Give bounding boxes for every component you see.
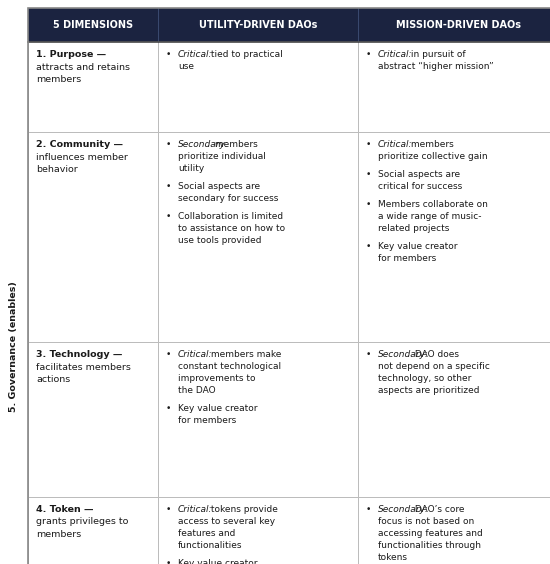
Text: •: •	[366, 350, 371, 359]
Text: functionalities: functionalities	[178, 541, 243, 550]
Text: facilitates members: facilitates members	[36, 363, 131, 372]
Text: 1. Purpose —: 1. Purpose —	[36, 50, 106, 59]
Text: a wide range of music-: a wide range of music-	[378, 212, 481, 221]
Bar	[358, 132, 550, 342]
Bar	[158, 42, 358, 132]
Text: abstract “higher mission”: abstract “higher mission”	[378, 62, 494, 71]
Text: •: •	[166, 350, 172, 359]
Text: Critical:: Critical:	[378, 50, 412, 59]
Text: Key value creator: Key value creator	[378, 242, 458, 251]
Text: 5. Governance (enables): 5. Governance (enables)	[9, 281, 19, 412]
Bar	[28, 42, 158, 132]
Text: members: members	[36, 530, 81, 539]
Text: Critical:: Critical:	[178, 350, 212, 359]
Text: related projects: related projects	[378, 224, 449, 233]
Text: attracts and retains: attracts and retains	[36, 63, 130, 72]
Text: Social aspects are: Social aspects are	[178, 182, 260, 191]
Bar	[28, 497, 158, 564]
Bar	[158, 497, 358, 564]
Text: 5 DIMENSIONS: 5 DIMENSIONS	[53, 20, 133, 30]
Text: features and: features and	[178, 529, 235, 538]
Text: Members collaborate on: Members collaborate on	[378, 200, 488, 209]
Text: •: •	[166, 559, 172, 564]
Bar	[28, 8, 550, 42]
Bar	[358, 342, 550, 497]
Text: •: •	[366, 200, 371, 209]
Text: Secondary:: Secondary:	[378, 505, 429, 514]
Text: for members: for members	[178, 416, 236, 425]
Text: DAO does: DAO does	[412, 350, 459, 359]
Text: •: •	[166, 505, 172, 514]
Text: focus is not based on: focus is not based on	[378, 517, 474, 526]
Text: Collaboration is limited: Collaboration is limited	[178, 212, 283, 221]
Text: to assistance on how to: to assistance on how to	[178, 224, 285, 233]
Text: •: •	[366, 505, 371, 514]
Text: in pursuit of: in pursuit of	[409, 50, 466, 59]
Text: tied to practical: tied to practical	[208, 50, 283, 59]
Text: tokens provide: tokens provide	[208, 505, 278, 514]
Text: for members: for members	[378, 254, 436, 263]
Text: 4. Token —: 4. Token —	[36, 505, 94, 514]
Text: Social aspects are: Social aspects are	[378, 170, 460, 179]
Bar	[358, 42, 550, 132]
Text: tokens: tokens	[378, 553, 408, 562]
Text: prioritize individual: prioritize individual	[178, 152, 266, 161]
Text: members: members	[36, 75, 81, 84]
Text: 3. Technology —: 3. Technology —	[36, 350, 122, 359]
Bar	[358, 497, 550, 564]
Text: Key value creator: Key value creator	[178, 559, 257, 564]
Text: access to several key: access to several key	[178, 517, 275, 526]
Text: 2. Community —: 2. Community —	[36, 140, 123, 149]
Text: Secondary:: Secondary:	[378, 350, 429, 359]
Text: UTILITY-DRIVEN DAOs: UTILITY-DRIVEN DAOs	[199, 20, 317, 30]
Text: use tools provided: use tools provided	[178, 236, 261, 245]
Text: members: members	[409, 140, 454, 149]
Text: technology, so other: technology, so other	[378, 374, 471, 383]
Text: grants privileges to: grants privileges to	[36, 518, 128, 527]
Text: •: •	[166, 140, 172, 149]
Bar	[28, 132, 158, 342]
Text: Key value creator: Key value creator	[178, 404, 257, 413]
Text: prioritize collective gain: prioritize collective gain	[378, 152, 488, 161]
Text: functionalities through: functionalities through	[378, 541, 481, 550]
Text: critical for success: critical for success	[378, 182, 462, 191]
Text: •: •	[166, 212, 172, 221]
Text: members make: members make	[208, 350, 282, 359]
Text: •: •	[366, 140, 371, 149]
Text: •: •	[166, 182, 172, 191]
Text: •: •	[166, 50, 172, 59]
Text: DAO’s core: DAO’s core	[412, 505, 464, 514]
Bar	[158, 132, 358, 342]
Text: improvements to: improvements to	[178, 374, 256, 383]
Bar	[28, 342, 158, 497]
Text: MISSION-DRIVEN DAOs: MISSION-DRIVEN DAOs	[395, 20, 520, 30]
Text: •: •	[366, 242, 371, 251]
Text: Critical:: Critical:	[178, 505, 212, 514]
Text: •: •	[166, 404, 172, 413]
Bar	[158, 342, 358, 497]
Text: members: members	[212, 140, 257, 149]
Text: •: •	[366, 50, 371, 59]
Text: Secondary:: Secondary:	[178, 140, 229, 149]
Text: accessing features and: accessing features and	[378, 529, 483, 538]
Text: utility: utility	[178, 164, 204, 173]
Text: the DAO: the DAO	[178, 386, 216, 395]
Text: Critical:: Critical:	[178, 50, 212, 59]
Text: •: •	[366, 170, 371, 179]
Text: use: use	[178, 62, 194, 71]
Text: aspects are prioritized: aspects are prioritized	[378, 386, 480, 395]
Text: constant technological: constant technological	[178, 362, 281, 371]
Text: influences member: influences member	[36, 152, 128, 161]
Text: secondary for success: secondary for success	[178, 194, 278, 203]
Text: behavior: behavior	[36, 165, 78, 174]
Text: Critical:: Critical:	[378, 140, 412, 149]
Text: not depend on a specific: not depend on a specific	[378, 362, 490, 371]
Text: actions: actions	[36, 375, 70, 384]
